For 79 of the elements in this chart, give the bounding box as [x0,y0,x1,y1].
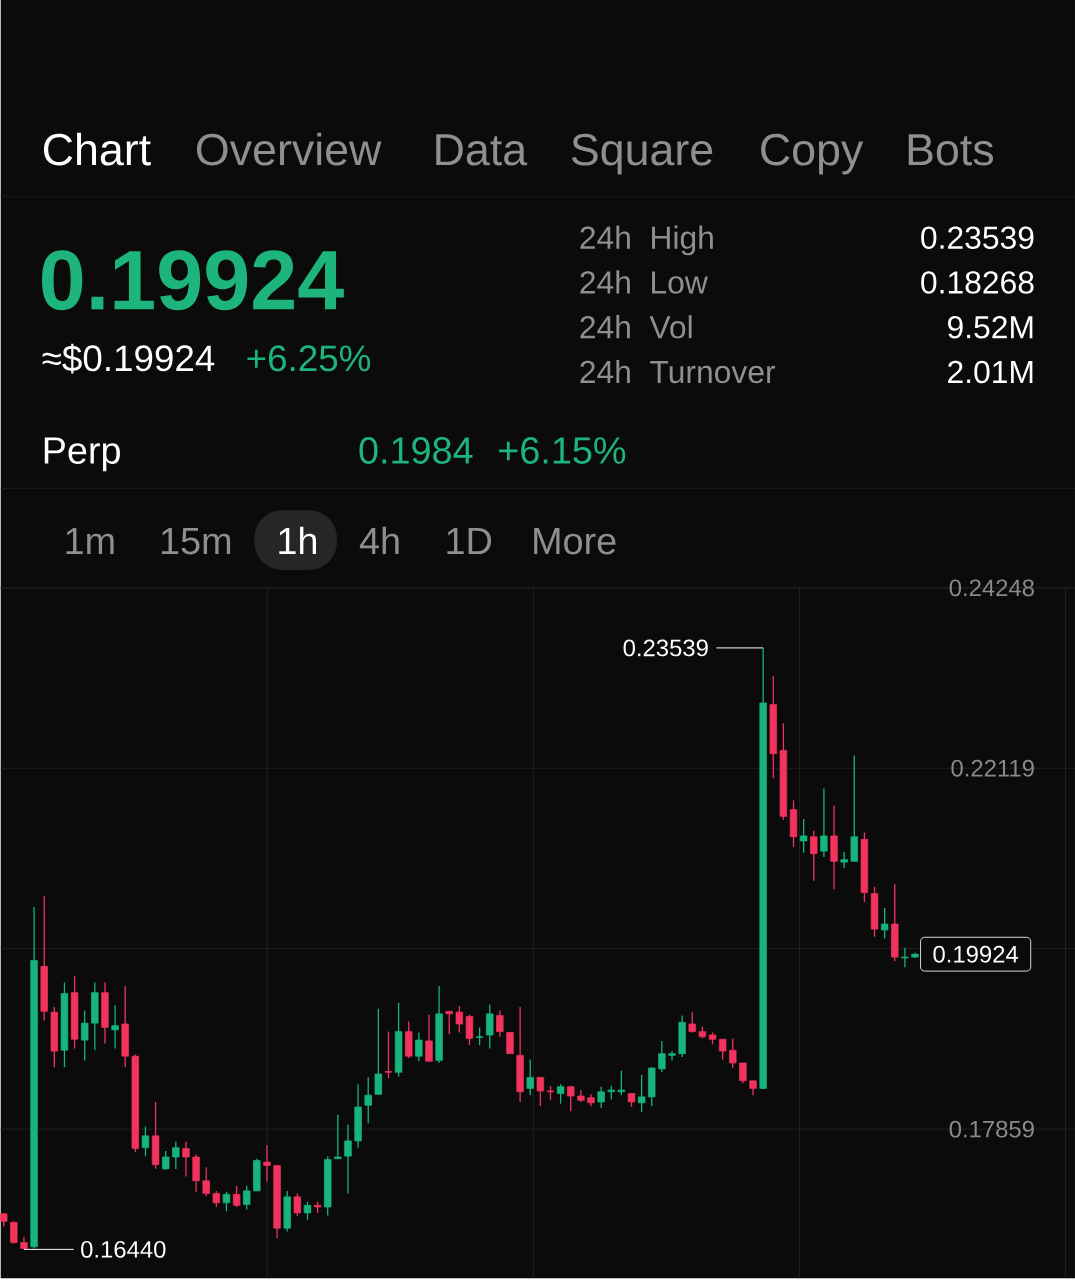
candlestick [293,1192,301,1217]
candlestick [556,1083,565,1105]
candlestick [171,1141,180,1170]
candlestick [445,1010,453,1035]
text: ≈$0.19924 [42,343,215,374]
text: 0.19924 [933,945,1018,963]
candlestick [840,851,848,869]
text: Perp [44,437,120,472]
candlestick [900,947,909,968]
candlestick [111,1004,119,1050]
candlestick [728,1037,737,1069]
candlestick [80,1009,89,1062]
text: Bots [908,134,993,166]
candlestick [819,787,828,858]
annotation: 0.16440 [80,1240,166,1258]
candlestick [202,1166,210,1197]
candlestick [566,1085,575,1112]
annotation: 0.23539 [623,639,708,657]
text: Vol [649,315,692,339]
text: 0.18268 [920,271,1034,294]
candlestick [232,1185,241,1208]
text: Chart [43,132,151,166]
text: 0.23539 [920,226,1034,249]
candlestick [485,1003,494,1050]
y-tick-label: 0.22119 [951,759,1034,777]
text: High [651,225,713,256]
text: Square [571,133,712,175]
text: 4h [359,526,399,555]
candlestick [222,1191,230,1212]
candlestick [495,1009,504,1038]
text: +6.25% [247,345,370,372]
text: 24h [580,225,630,249]
candlestick [364,1076,372,1124]
candlestick [617,1069,625,1096]
text: 24h [580,270,630,294]
candlestick [668,1050,676,1062]
text: 1h [279,526,316,555]
text: Copy [760,133,864,175]
candlestick [536,1076,544,1107]
candlestick [414,1031,423,1062]
candlestick [465,1014,473,1046]
candlestick [242,1185,251,1211]
text: Turnover [649,361,775,384]
candlestick [718,1038,727,1061]
text: 9.52M [947,315,1033,339]
candlestick [799,818,808,854]
candlestick [182,1141,190,1178]
text: 2.01M [947,360,1033,384]
candlestick [333,1114,342,1160]
candlestick [657,1040,666,1073]
text: 24h [580,315,630,339]
candlestick [425,1014,433,1062]
candlestick [526,1058,534,1096]
candlestick [161,1150,170,1171]
y-tick-label: 0.17859 [949,1120,1034,1138]
candlestick [192,1153,200,1193]
text: 1D [447,528,491,555]
text: 0.1984 [359,437,473,464]
text: Low [651,271,708,294]
text: 24h [580,359,630,383]
candlestick [880,907,889,940]
text: 15m [161,528,230,555]
text: Data [436,134,527,166]
y-tick-label: 0.24248 [949,579,1034,597]
text: +6.15% [498,437,625,464]
text: 1m [66,528,114,555]
candlestick [455,1005,463,1034]
text: More [533,528,616,555]
candlestick [344,1124,352,1195]
text: 0.19924 [41,250,344,311]
candlestick [597,1086,605,1109]
candlestick [637,1074,646,1113]
candlestick [738,1062,747,1084]
candlestick [141,1125,149,1157]
candlestick [374,1008,382,1095]
candlestick [809,830,818,882]
candlestick [384,1030,392,1079]
candlestick [263,1144,271,1183]
text: Overview [196,132,382,166]
